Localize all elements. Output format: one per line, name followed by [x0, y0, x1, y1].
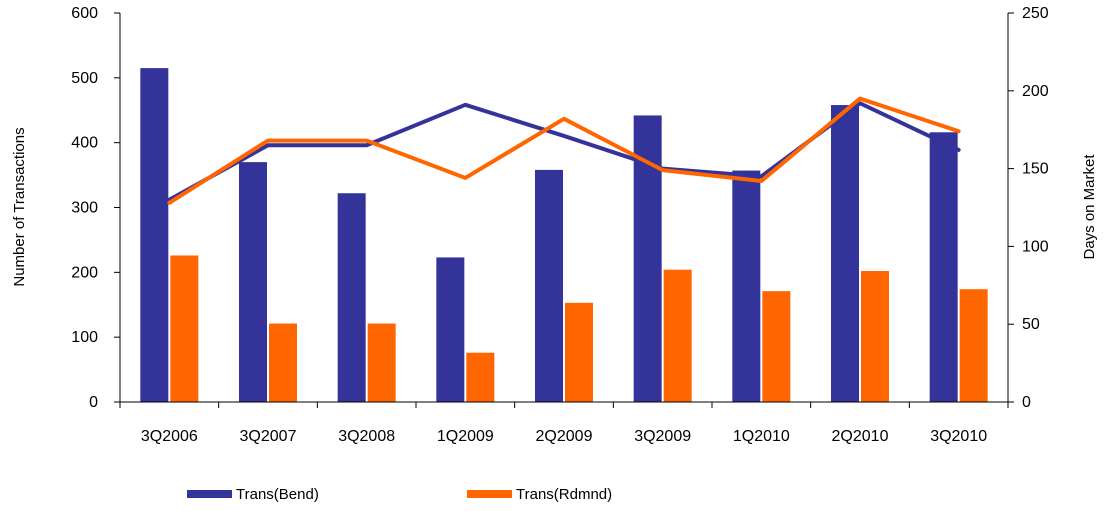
bar-rdmnd-3Q2006 — [170, 255, 199, 402]
left-y-tick-label: 100 — [71, 329, 98, 346]
left-y-tick-label: 600 — [71, 5, 98, 22]
x-tick-label: 3Q2010 — [930, 428, 987, 445]
right-y-axis-title: Days on Market — [1081, 154, 1098, 260]
bar-bend-3Q2010 — [929, 132, 958, 402]
bar-rdmnd-3Q2008 — [367, 323, 396, 402]
bar-bend-1Q2010 — [732, 170, 761, 402]
x-tick-label: 3Q2009 — [634, 428, 691, 445]
x-tick-label: 1Q2009 — [437, 428, 494, 445]
right-y-ticks: 0 50 100 150 200 250 — [1008, 5, 1049, 411]
right-y-tick-label: 200 — [1022, 83, 1049, 100]
x-tick-label: 3Q2006 — [141, 428, 198, 445]
x-ticks: 3Q2006 3Q2007 3Q2008 1Q2009 2Q2009 3Q2009 1Q20… — [119, 402, 1009, 445]
legend: Trans(Bend) Trans(Rdmnd) — [187, 486, 612, 503]
right-y-tick-label: 250 — [1022, 5, 1049, 22]
legend-swatch-bend — [187, 490, 232, 498]
line-series-rdmnd — [167, 96, 961, 205]
bar-bend-2Q2010 — [831, 105, 859, 403]
bar-layer — [140, 68, 988, 403]
line-layer — [167, 96, 961, 205]
bar-bend-3Q2006 — [140, 68, 169, 402]
left-y-tick-label: 300 — [71, 200, 98, 217]
bar-rdmnd-2Q2009 — [565, 302, 593, 402]
x-tick-label: 3Q2007 — [240, 428, 297, 445]
bar-bend-1Q2009 — [436, 257, 465, 402]
bar-rdmnd-3Q2009 — [663, 269, 692, 402]
left-y-tick-label: 0 — [89, 394, 98, 411]
left-y-tick-label: 500 — [71, 70, 98, 87]
bar-rdmnd-1Q2010 — [762, 291, 791, 402]
right-y-tick-label: 50 — [1022, 316, 1040, 333]
bar-bend-2Q2009 — [535, 169, 563, 402]
left-y-tick-label: 400 — [71, 135, 98, 152]
x-tick-label: 2Q2010 — [832, 428, 889, 445]
left-y-axis-title: Number of Transactions — [11, 127, 28, 286]
bar-rdmnd-3Q2010 — [959, 289, 988, 402]
right-y-tick-label: 0 — [1022, 394, 1031, 411]
bar-rdmnd-2Q2010 — [861, 271, 889, 402]
left-y-tick-label: 200 — [71, 264, 98, 281]
legend-label-bend: Trans(Bend) — [236, 486, 319, 503]
bar-rdmnd-1Q2009 — [466, 352, 495, 402]
x-tick-label: 2Q2009 — [536, 428, 593, 445]
bar-bend-3Q2007 — [239, 162, 267, 402]
left-y-ticks: 0 100 200 300 400 500 600 — [71, 5, 120, 411]
bar-bend-3Q2008 — [337, 193, 366, 402]
x-tick-label: 3Q2008 — [338, 428, 395, 445]
bar-rdmnd-3Q2007 — [269, 323, 297, 402]
legend-label-rdmnd: Trans(Rdmnd) — [516, 486, 612, 503]
right-y-tick-label: 150 — [1022, 161, 1049, 178]
right-y-tick-label: 100 — [1022, 238, 1049, 255]
legend-swatch-rdmnd — [467, 490, 512, 498]
x-tick-label: 1Q2010 — [733, 428, 790, 445]
